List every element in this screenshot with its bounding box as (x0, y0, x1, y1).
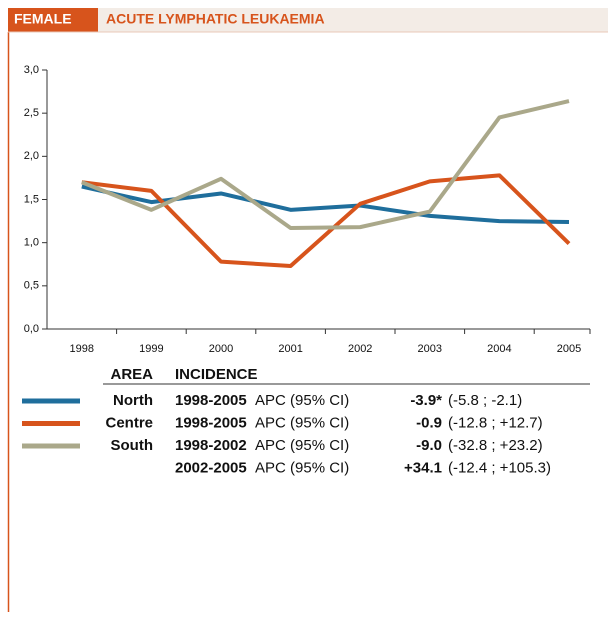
measure: APC (95% CI) (255, 437, 349, 454)
y-tick-label: 2,0 (24, 150, 39, 162)
period: 1998-2002 (175, 437, 247, 454)
measure: APC (95% CI) (255, 459, 349, 476)
x-tick-label: 2000 (209, 343, 233, 355)
measure: APC (95% CI) (255, 414, 349, 431)
x-tick-label: 1998 (70, 343, 94, 355)
legend-name: Centre (105, 414, 153, 431)
period: 1998-2005 (175, 414, 247, 431)
period: 2002-2005 (175, 459, 247, 476)
header-tag (8, 8, 98, 32)
legend-header: AREA (110, 366, 153, 383)
apc-value: -9.0 (416, 437, 442, 454)
period: 1998-2005 (175, 392, 247, 409)
header-band (8, 8, 608, 32)
x-tick-label: 2003 (418, 343, 442, 355)
sex-label: FEMALE (14, 11, 72, 27)
chart-title: ACUTE LYMPHATIC LEUKAEMIA (106, 11, 325, 27)
apc-value: -3.9* (410, 392, 442, 409)
legend-name: South (111, 437, 154, 454)
ci: (-12.4 ; +105.3) (448, 459, 551, 476)
series-line (81, 99, 570, 230)
y-tick-label: 2,5 (24, 107, 39, 119)
x-tick-label: 2004 (487, 343, 511, 355)
ci: (-5.8 ; -2.1) (448, 392, 522, 409)
x-tick-label: 1999 (139, 343, 163, 355)
x-tick-label: 2001 (278, 343, 302, 355)
x-tick-label: 2005 (557, 343, 581, 355)
y-tick-label: 3,0 (24, 64, 39, 76)
measure: APC (95% CI) (255, 392, 349, 409)
y-tick-label: 0,0 (24, 323, 39, 335)
ci: (-32.8 ; +23.2) (448, 437, 543, 454)
ci: (-12.8 ; +12.7) (448, 414, 543, 431)
y-tick-label: 1,5 (24, 193, 39, 205)
apc-value: +34.1 (404, 459, 442, 476)
apc-value: -0.9 (416, 414, 442, 431)
legend-header: INCIDENCE (175, 366, 258, 383)
x-tick-label: 2002 (348, 343, 372, 355)
y-tick-label: 1,0 (24, 237, 39, 249)
legend-name: North (113, 392, 153, 409)
y-tick-label: 0,5 (24, 280, 39, 292)
